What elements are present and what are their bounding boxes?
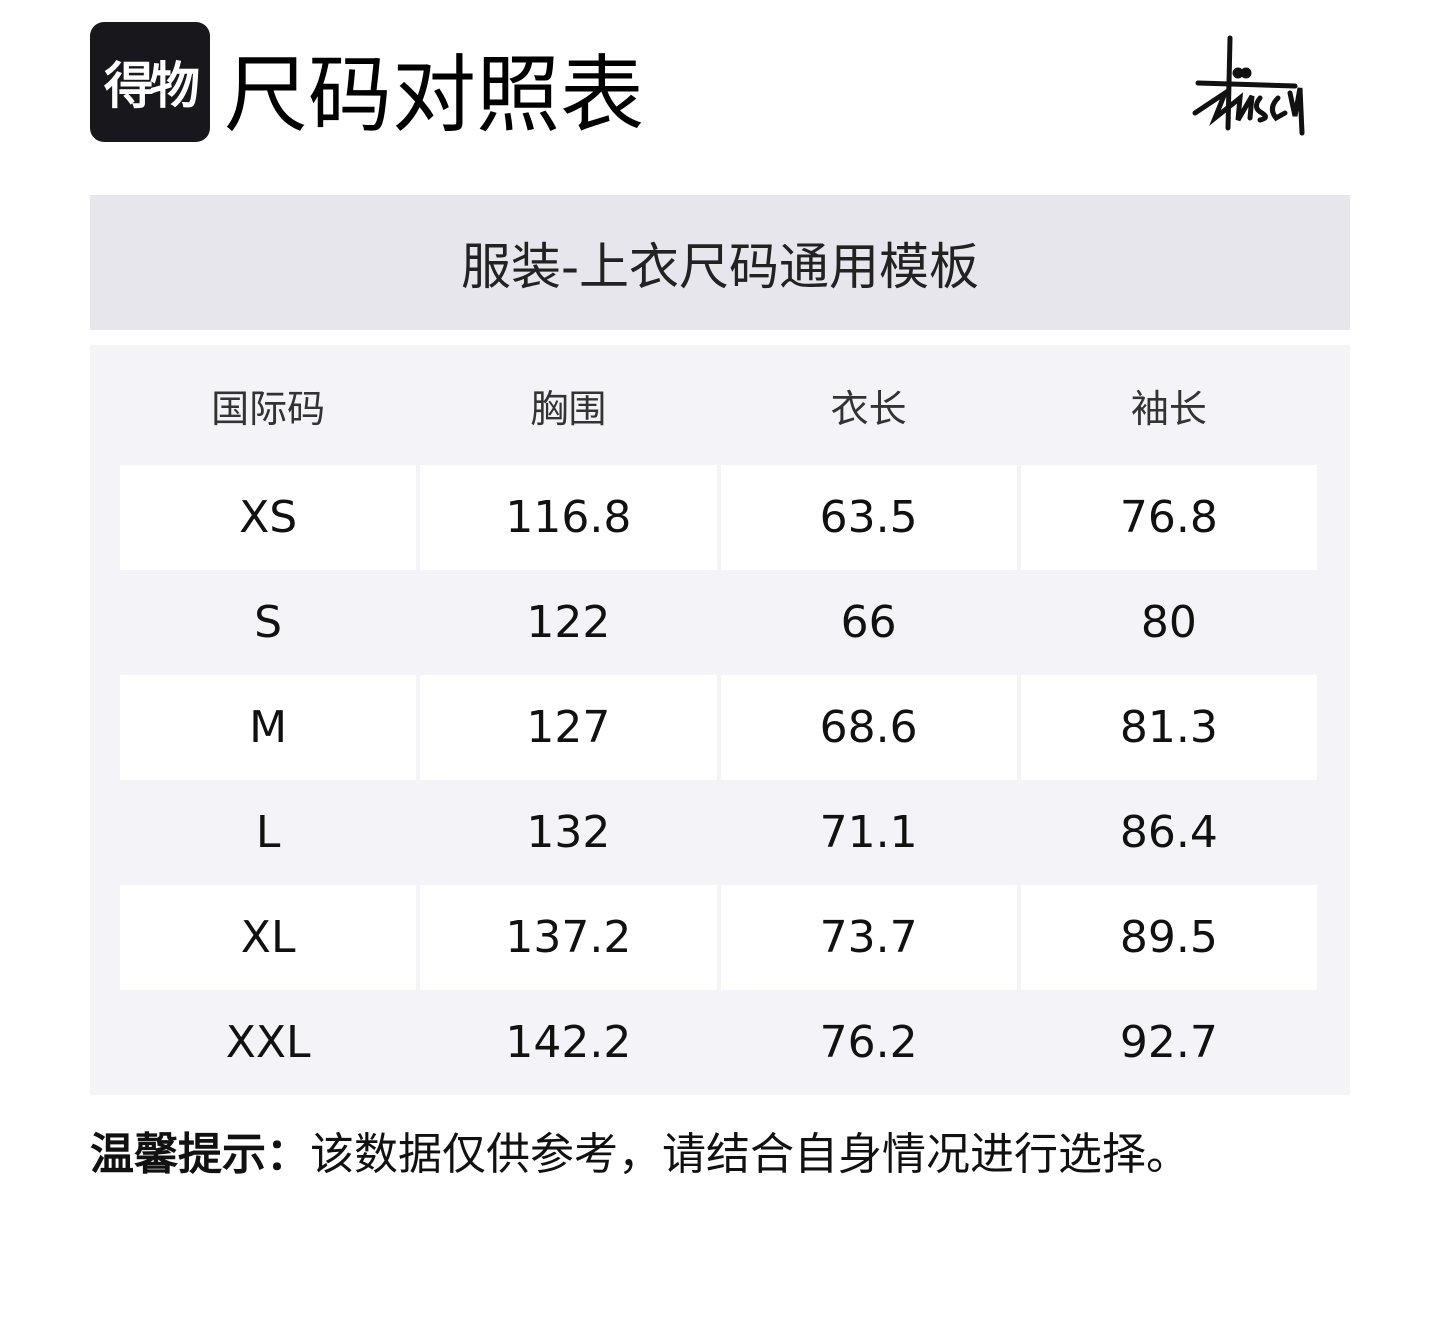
column-header: 胸围	[530, 386, 607, 431]
table-cell: 76.2	[819, 1017, 918, 1068]
table-cell: 142.2	[505, 1017, 632, 1068]
table-header: 国际码 胸围 衣长 袖长	[120, 345, 1317, 465]
table-cell: XS	[120, 465, 417, 570]
table-row: M 127 68.6 81.3	[120, 675, 1317, 780]
table-cell: 89.5	[1020, 885, 1317, 990]
table-row: S 122 66 80	[120, 570, 1317, 675]
table-cell: M	[120, 675, 417, 780]
stussy-logo	[1192, 35, 1305, 136]
table-cell: 137.2	[420, 885, 717, 990]
page-title: 尺码对照表	[224, 46, 645, 144]
tip-note: 温馨提示：该数据仅供参考，请结合自身情况进行选择。	[90, 1118, 1190, 1182]
column-header: 袖长	[1130, 386, 1207, 431]
table-cell: 76.8	[1020, 465, 1317, 570]
table-row: XL 137.2 73.7 89.5	[120, 885, 1317, 990]
table-cell: 81.3	[1020, 675, 1317, 780]
table-cell: 127	[420, 675, 717, 780]
table-cell: 80	[1140, 597, 1197, 648]
column-header: 国际码	[211, 386, 326, 431]
table-cell: XL	[120, 885, 417, 990]
table-row: XXL 142.2 76.2 92.7	[120, 990, 1317, 1095]
table-cell: 92.7	[1119, 1017, 1218, 1068]
column-header: 衣长	[830, 386, 907, 431]
template-title: 服装-上衣尺码通用模板	[90, 195, 1350, 330]
table-cell: XXL	[225, 1017, 311, 1068]
table-cell: 71.1	[819, 807, 918, 858]
table-cell: 73.7	[720, 885, 1017, 990]
table-cell: S	[254, 597, 283, 648]
dewu-logo: 得物	[90, 22, 210, 142]
table-cell: 86.4	[1119, 807, 1218, 858]
logo-text: 得物	[104, 57, 200, 115]
table-cell: 66	[840, 597, 897, 648]
tip-label: 温馨提示：	[90, 1129, 310, 1180]
table-cell: 132	[526, 807, 611, 858]
table-cell: 68.6	[720, 675, 1017, 780]
size-table: 国际码 胸围 衣长 袖长 XS 116.8 63.5 76.8 S 122 66 80 M 127…	[90, 345, 1350, 1095]
table-cell: 63.5	[720, 465, 1017, 570]
table-cell: L	[255, 807, 281, 858]
table-row: L 132 71.1 86.4	[120, 780, 1317, 885]
table-row: XS 116.8 63.5 76.8	[120, 465, 1317, 570]
table-cell: 116.8	[420, 465, 717, 570]
table-cell: 122	[526, 597, 611, 648]
tip-text: 该数据仅供参考，请结合自身情况进行选择。	[310, 1129, 1190, 1180]
